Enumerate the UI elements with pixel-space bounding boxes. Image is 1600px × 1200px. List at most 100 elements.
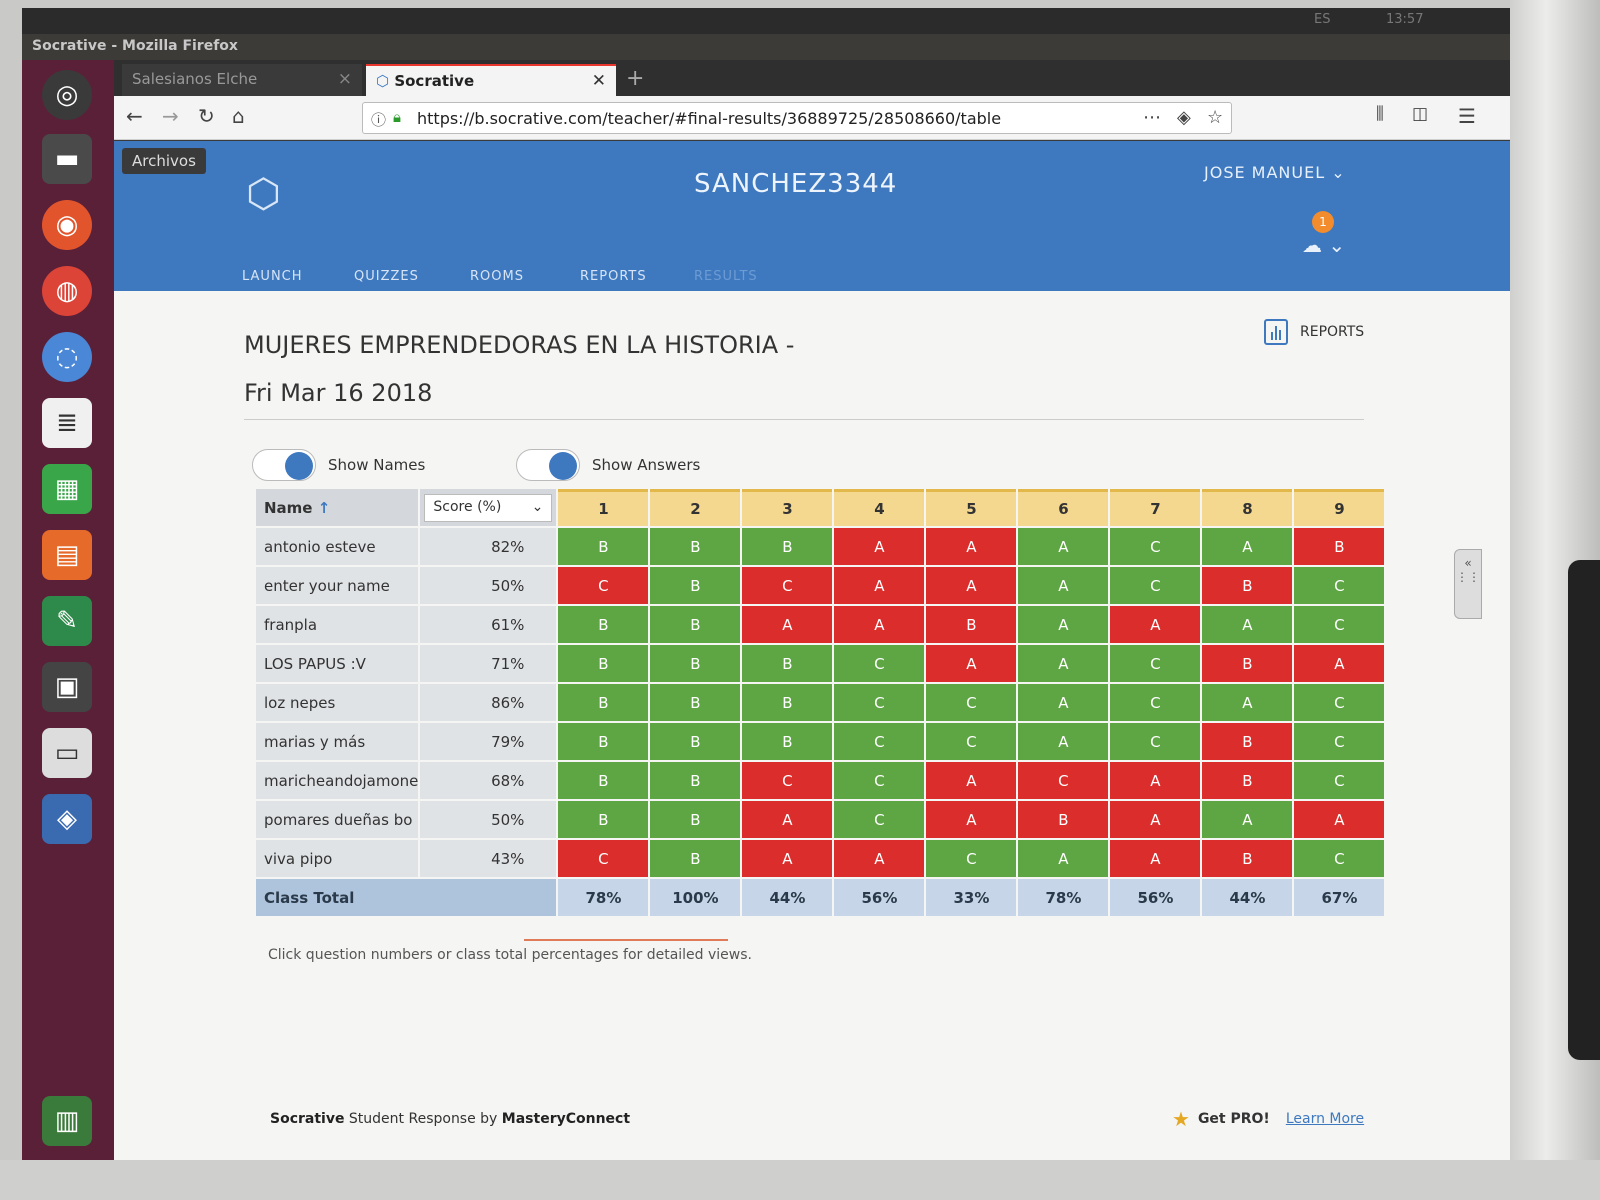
answer-cell[interactable]: A xyxy=(1018,567,1109,604)
answer-cell[interactable]: B xyxy=(742,684,833,721)
nav-quizzes[interactable]: QUIZZES xyxy=(354,269,419,284)
answer-cell[interactable]: B xyxy=(742,723,833,760)
files-icon[interactable]: ▬ xyxy=(42,134,92,184)
answer-cell[interactable]: A xyxy=(1110,762,1201,799)
answer-cell[interactable]: C xyxy=(834,801,925,838)
reload-icon[interactable]: ↻ xyxy=(198,104,215,128)
library-icon[interactable]: ⫼ xyxy=(1376,104,1384,124)
student-name[interactable]: viva pipo xyxy=(256,840,419,877)
class-total-value[interactable]: 56% xyxy=(834,879,925,916)
class-total-value[interactable]: 78% xyxy=(1018,879,1109,916)
question-header-1[interactable]: 1 xyxy=(558,489,649,526)
software-icon[interactable]: ▣ xyxy=(42,662,92,712)
question-header-5[interactable]: 5 xyxy=(926,489,1017,526)
class-total-value[interactable]: 67% xyxy=(1294,879,1385,916)
learn-more-link[interactable]: Learn More xyxy=(1285,1111,1365,1127)
user-menu[interactable]: JOSE MANUEL ⌄ xyxy=(1204,163,1346,182)
answer-cell[interactable]: C xyxy=(742,567,833,604)
answer-cell[interactable]: B xyxy=(1202,645,1293,682)
answer-cell[interactable]: C xyxy=(1110,723,1201,760)
class-total-value[interactable]: 56% xyxy=(1110,879,1201,916)
answer-cell[interactable]: A xyxy=(1018,528,1109,565)
question-header-9[interactable]: 9 xyxy=(1294,489,1385,526)
class-total-value[interactable]: 78% xyxy=(558,879,649,916)
answer-cell[interactable]: A xyxy=(834,528,925,565)
page-actions-icon[interactable]: ⋯ xyxy=(1143,107,1161,128)
score-dropdown[interactable]: Score (%) ⌄ xyxy=(424,493,553,522)
menu-icon[interactable]: ☰ xyxy=(1458,104,1476,128)
answer-cell[interactable]: A xyxy=(742,840,833,877)
answer-cell[interactable]: B xyxy=(558,684,649,721)
answer-cell[interactable]: B xyxy=(1294,528,1385,565)
answer-cell[interactable]: A xyxy=(834,567,925,604)
answer-cell[interactable]: B xyxy=(650,801,741,838)
answer-cell[interactable]: B xyxy=(1202,840,1293,877)
answer-cell[interactable]: B xyxy=(558,606,649,643)
nav-rooms[interactable]: ROOMS xyxy=(470,269,524,284)
answer-cell[interactable]: C xyxy=(1294,567,1385,604)
answer-cell[interactable]: C xyxy=(1294,723,1385,760)
answer-cell[interactable]: A xyxy=(1018,723,1109,760)
answer-cell[interactable]: C xyxy=(926,840,1017,877)
answer-cell[interactable]: B xyxy=(558,645,649,682)
answer-cell[interactable]: B xyxy=(558,801,649,838)
show-answers-toggle[interactable]: Show Answers xyxy=(516,449,700,481)
tab-salesianos[interactable]: Salesianos Elche × xyxy=(122,64,362,96)
answer-cell[interactable]: B xyxy=(650,567,741,604)
answer-cell[interactable]: C xyxy=(1294,840,1385,877)
answer-cell[interactable]: A xyxy=(1018,606,1109,643)
calc-icon[interactable]: ▦ xyxy=(42,464,92,514)
toggle-switch[interactable] xyxy=(252,449,316,481)
answer-cell[interactable]: B xyxy=(742,528,833,565)
language-indicator[interactable]: ES xyxy=(1314,12,1331,27)
answer-cell[interactable]: A xyxy=(1110,606,1201,643)
answer-cell[interactable]: B xyxy=(558,723,649,760)
answer-cell[interactable]: B xyxy=(650,723,741,760)
question-header-3[interactable]: 3 xyxy=(742,489,833,526)
answer-cell[interactable]: C xyxy=(1294,684,1385,721)
info-icon[interactable]: ⓘ xyxy=(371,111,387,129)
answer-cell[interactable]: A xyxy=(1018,684,1109,721)
url-bar[interactable]: ⓘ 🔒︎ https://b.socrative.com/teacher/#fi… xyxy=(362,102,1232,134)
answer-cell[interactable]: A xyxy=(926,801,1017,838)
answer-cell[interactable]: C xyxy=(834,645,925,682)
forward-icon[interactable]: → xyxy=(162,104,179,128)
tab-socrative[interactable]: ⬡ Socrative ✕ xyxy=(366,64,616,96)
answer-cell[interactable]: B xyxy=(650,645,741,682)
answer-cell[interactable]: B xyxy=(926,606,1017,643)
answer-cell[interactable]: C xyxy=(834,684,925,721)
nav-results[interactable]: RESULTS xyxy=(694,269,758,284)
answer-cell[interactable]: B xyxy=(1018,801,1109,838)
close-icon[interactable]: × xyxy=(337,69,352,89)
answer-cell[interactable]: A xyxy=(1018,645,1109,682)
student-name[interactable]: pomares dueñas bo xyxy=(256,801,419,838)
clock[interactable]: 13:57 xyxy=(1386,12,1424,27)
question-header-2[interactable]: 2 xyxy=(650,489,741,526)
answer-cell[interactable]: C xyxy=(1294,762,1385,799)
socrative-logo-icon[interactable]: ⬡ xyxy=(246,171,281,217)
answer-cell[interactable]: C xyxy=(926,684,1017,721)
nav-launch[interactable]: LAUNCH xyxy=(242,269,303,284)
nav-reports[interactable]: REPORTS xyxy=(580,269,647,284)
answer-cell[interactable]: B xyxy=(650,840,741,877)
student-name[interactable]: antonio esteve xyxy=(256,528,419,565)
answer-cell[interactable]: B xyxy=(650,528,741,565)
answer-cell[interactable]: A xyxy=(1110,801,1201,838)
answer-cell[interactable]: C xyxy=(1110,684,1201,721)
question-header-7[interactable]: 7 xyxy=(1110,489,1201,526)
collapse-handle[interactable]: «⋮⋮ xyxy=(1454,549,1482,619)
impress-icon[interactable]: ▤ xyxy=(42,530,92,580)
question-header-6[interactable]: 6 xyxy=(1018,489,1109,526)
group-icon[interactable]: ☁ ⌄ xyxy=(1302,233,1346,257)
answer-cell[interactable]: B xyxy=(650,606,741,643)
pocket-icon[interactable]: ◈ xyxy=(1177,107,1191,128)
answer-cell[interactable]: C xyxy=(834,723,925,760)
answer-cell[interactable]: A xyxy=(1202,801,1293,838)
name-column-header[interactable]: Name ↑ xyxy=(256,489,419,526)
answer-cell[interactable]: A xyxy=(834,606,925,643)
sidebar-icon[interactable]: ◫ xyxy=(1412,104,1429,124)
answer-cell[interactable]: A xyxy=(1018,840,1109,877)
url-text[interactable]: https://b.socrative.com/teacher/#final-r… xyxy=(417,109,1002,128)
bookmark-star-icon[interactable]: ☆ xyxy=(1207,107,1224,128)
footer-company[interactable]: MasteryConnect xyxy=(501,1111,631,1127)
